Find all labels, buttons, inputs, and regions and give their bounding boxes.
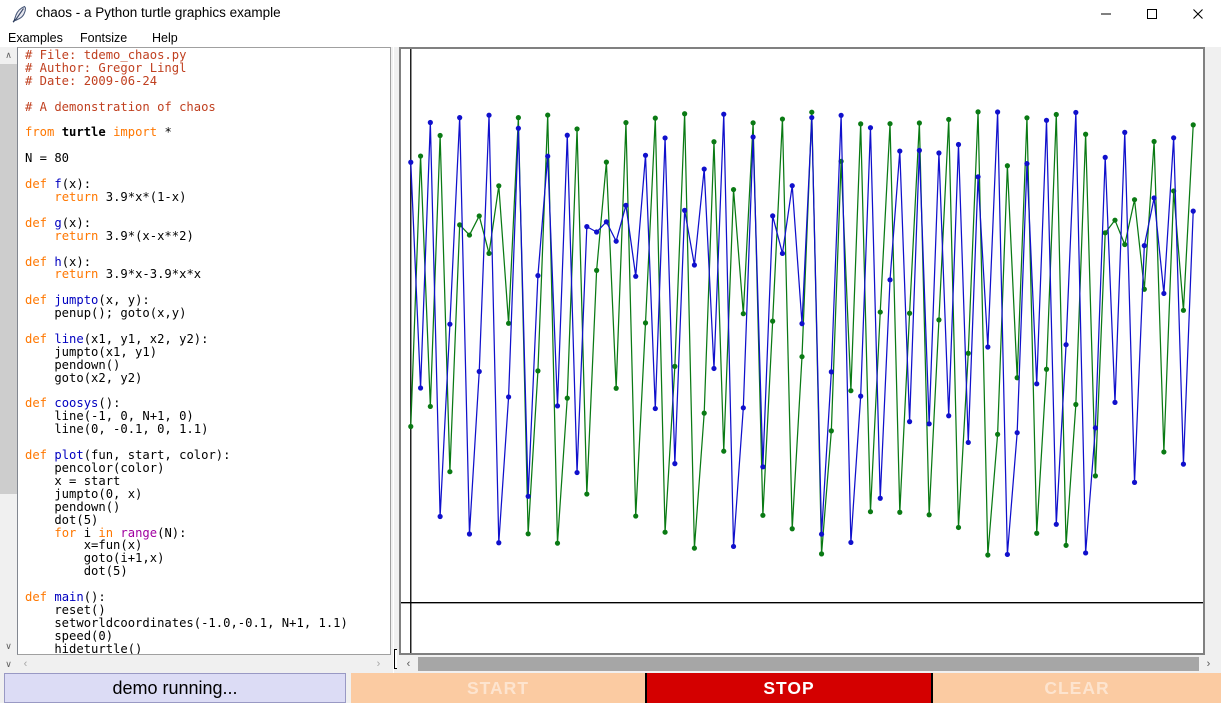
menu-item-examples[interactable]: Examples bbox=[8, 30, 63, 45]
code-vertical-scrollbar[interactable]: ∧ ∨ bbox=[0, 47, 17, 655]
canvas-scroll-left-arrow-icon[interactable]: ‹ bbox=[406, 658, 411, 670]
chaos-plot bbox=[401, 49, 1203, 653]
menu-item-fontsize[interactable]: Fontsize bbox=[80, 30, 128, 45]
scroll-down-arrow-icon[interactable]: ∨ bbox=[5, 641, 12, 651]
canvas-horizontal-scrollbar[interactable]: ‹ › bbox=[399, 655, 1218, 673]
scroll-right-arrow-icon[interactable]: › bbox=[376, 658, 381, 670]
menu-item-help[interactable]: Help bbox=[152, 30, 178, 45]
code-pane: ∧ ∨ # File: tdemo_chaos.py # Author: Gre… bbox=[0, 47, 393, 673]
close-icon bbox=[1193, 9, 1203, 19]
menu-bar: Examples Fontsize Help bbox=[0, 28, 1221, 47]
maximize-icon bbox=[1147, 9, 1157, 19]
window-title: chaos - a Python turtle graphics example bbox=[36, 5, 281, 20]
code-content: # File: tdemo_chaos.py # Author: Gregor … bbox=[25, 48, 348, 655]
scroll-left-arrow-icon[interactable]: ‹ bbox=[23, 658, 28, 670]
canvas-scroll-right-arrow-icon[interactable]: › bbox=[1206, 658, 1211, 670]
close-button[interactable] bbox=[1175, 0, 1221, 28]
main-split-area: ∧ ∨ # File: tdemo_chaos.py # Author: Gre… bbox=[0, 47, 1221, 673]
turtle-canvas[interactable] bbox=[399, 47, 1205, 655]
scroll-track[interactable] bbox=[0, 64, 17, 638]
bottom-button-bar: demo running... START STOP CLEAR bbox=[0, 673, 1221, 703]
feather-pen-icon bbox=[10, 4, 30, 24]
status-label: demo running... bbox=[4, 673, 346, 703]
turtle-canvas-pane: ‹ › bbox=[397, 47, 1221, 673]
scroll-down-arrow-icon-2[interactable]: ∨ bbox=[5, 658, 12, 669]
stop-button[interactable]: STOP bbox=[645, 673, 933, 703]
code-horizontal-scrollbar[interactable]: ∨ ‹ › bbox=[0, 655, 393, 673]
minimize-button[interactable] bbox=[1083, 0, 1129, 28]
scroll-up-arrow-icon[interactable]: ∧ bbox=[5, 50, 12, 60]
code-text-area[interactable]: # File: tdemo_chaos.py # Author: Gregor … bbox=[17, 47, 391, 655]
maximize-button[interactable] bbox=[1129, 0, 1175, 28]
clear-button[interactable]: CLEAR bbox=[933, 673, 1221, 703]
minimize-icon bbox=[1101, 13, 1111, 15]
canvas-scroll-thumb[interactable] bbox=[418, 657, 1199, 671]
start-button[interactable]: START bbox=[351, 673, 645, 703]
title-bar: chaos - a Python turtle graphics example bbox=[0, 0, 1221, 29]
scroll-thumb[interactable] bbox=[0, 64, 17, 494]
